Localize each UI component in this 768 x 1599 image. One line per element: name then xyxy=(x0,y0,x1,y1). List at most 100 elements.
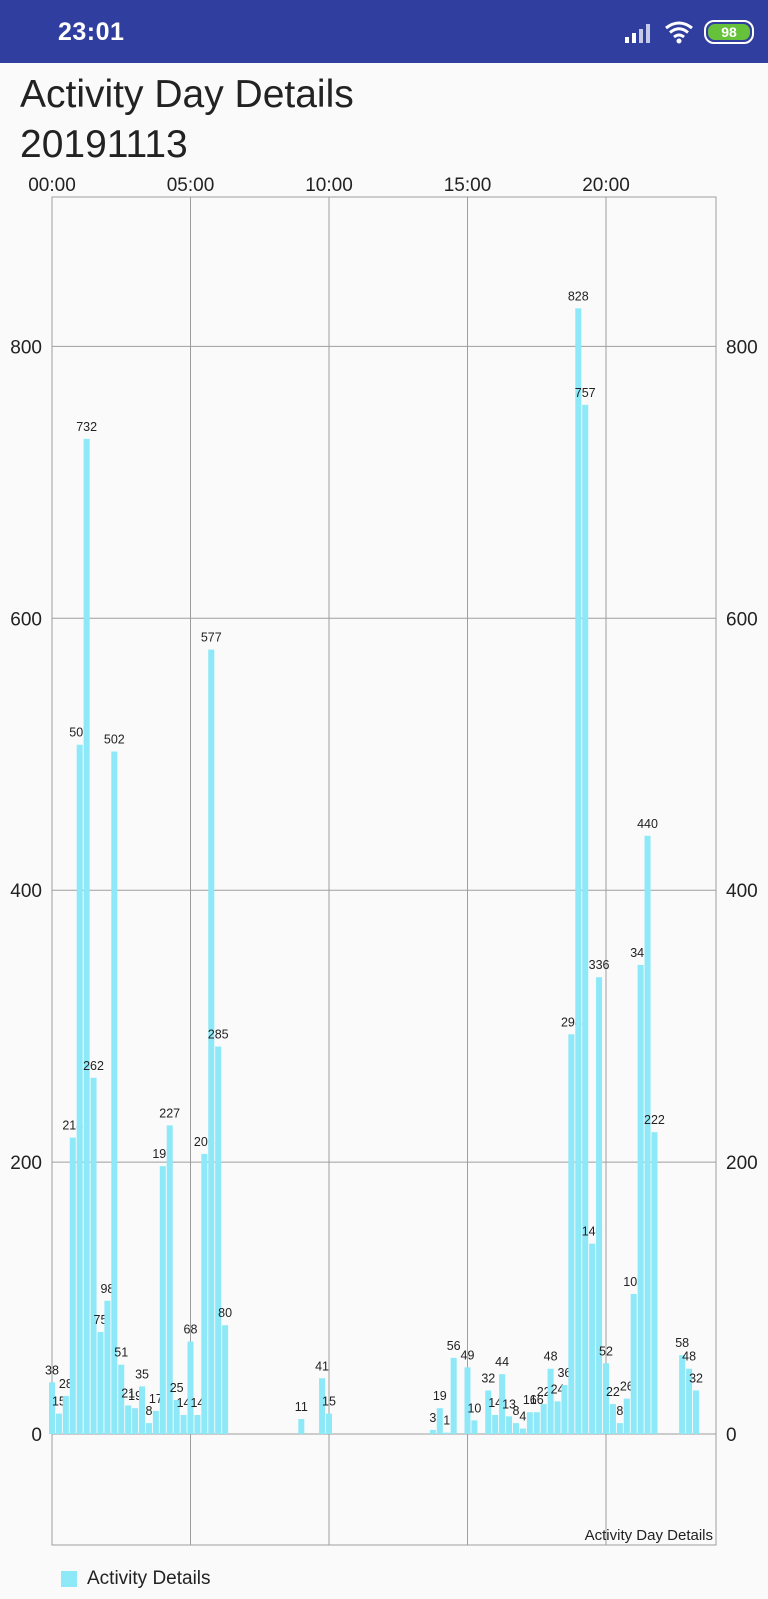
bar-value-label: 24 xyxy=(551,1382,565,1396)
bar-value-label: 36 xyxy=(557,1366,571,1380)
bar-value-label: 13 xyxy=(502,1397,516,1411)
bar xyxy=(623,1398,630,1434)
bar-value-label: 222 xyxy=(644,1113,665,1127)
y-tick-label-left: 600 xyxy=(10,609,42,630)
bar xyxy=(62,1395,69,1434)
bar-value-label: 16 xyxy=(530,1393,544,1407)
bar-value-label: 336 xyxy=(589,958,610,972)
legend-swatch xyxy=(61,1571,77,1587)
y-tick-label-right: 600 xyxy=(726,609,758,630)
bar-value-label: 38 xyxy=(45,1363,59,1377)
bar xyxy=(506,1416,513,1434)
legend-label: Activity Details xyxy=(87,1568,211,1589)
bar-value-label: 22 xyxy=(537,1385,551,1399)
chart-legend: Activity Details xyxy=(61,1568,211,1590)
bar xyxy=(540,1404,547,1434)
x-tick-label: 00:00 xyxy=(28,175,76,196)
bar-value-label: 8 xyxy=(616,1404,623,1418)
bar xyxy=(49,1382,55,1434)
bar xyxy=(298,1419,305,1434)
bar xyxy=(111,751,118,1434)
bar xyxy=(568,1034,575,1434)
bar-value-label: 502 xyxy=(104,733,125,747)
bar xyxy=(55,1413,62,1434)
plot-frame xyxy=(51,196,717,1546)
bar-value-label: 56 xyxy=(447,1339,461,1353)
bar-value-label: 14 xyxy=(488,1396,502,1410)
bar-value-label: 41 xyxy=(315,1359,329,1373)
bar xyxy=(561,1385,568,1434)
bar xyxy=(519,1428,526,1434)
bar-value-label: 98 xyxy=(100,1282,114,1296)
bar xyxy=(450,1357,457,1434)
bar-value-label: 58 xyxy=(675,1336,689,1350)
bar-value-label: 14 xyxy=(177,1396,191,1410)
bar xyxy=(145,1423,152,1434)
bar-value-label: 732 xyxy=(76,420,97,434)
activity-bar-chart: 00:00 05:00 10:00 15:00 20:00 0 0 200 200 400 400 6… xyxy=(10,175,758,1546)
bar-value-label: 35 xyxy=(135,1367,149,1381)
status-bar: 23:01 98 xyxy=(0,0,768,63)
bar xyxy=(547,1368,554,1434)
bar xyxy=(651,1132,658,1434)
bar xyxy=(118,1364,125,1434)
bar xyxy=(644,835,651,1434)
bar-value-label: 22 xyxy=(606,1385,620,1399)
bar-value-label: 19 xyxy=(128,1389,142,1403)
bar xyxy=(180,1414,187,1434)
bar xyxy=(215,1046,222,1434)
bar xyxy=(596,977,603,1434)
bar xyxy=(104,1300,111,1434)
x-tick-label: 05:00 xyxy=(167,175,215,196)
bar-value-label: 577 xyxy=(201,631,222,645)
y-tick-label-right: 0 xyxy=(726,1425,737,1446)
bar xyxy=(436,1408,443,1434)
bar-value-label: 28 xyxy=(59,1377,73,1391)
bar xyxy=(686,1368,693,1434)
bar-value-label: 1 xyxy=(443,1414,450,1428)
page-date: 20191113 xyxy=(20,123,188,166)
bar-value-label: 68 xyxy=(184,1323,198,1337)
y-tick-label-right: 800 xyxy=(726,337,758,358)
bar xyxy=(485,1390,492,1434)
bar xyxy=(194,1414,201,1434)
bar xyxy=(589,1243,596,1434)
page-title: Activity Day Details xyxy=(20,73,354,116)
bar xyxy=(90,1077,97,1434)
bar xyxy=(76,744,83,1434)
status-time: 23:01 xyxy=(58,18,125,46)
bar xyxy=(492,1414,499,1434)
x-tick-label: 20:00 xyxy=(582,175,630,196)
bar-value-label: 8 xyxy=(145,1404,152,1418)
bar xyxy=(464,1367,471,1434)
bar-value-label: 15 xyxy=(52,1395,66,1409)
bar xyxy=(166,1125,173,1434)
y-tick-label-left: 200 xyxy=(10,1153,42,1174)
bar xyxy=(679,1355,686,1434)
bar xyxy=(693,1390,700,1434)
battery-icon: 98 xyxy=(704,20,754,44)
y-tick-label-left: 0 xyxy=(31,1425,42,1446)
bar-value-label: 17 xyxy=(149,1392,163,1406)
bar xyxy=(159,1166,166,1434)
bar-value-label: 14 xyxy=(190,1396,204,1410)
y-tick-label-left: 400 xyxy=(10,881,42,902)
bar xyxy=(554,1401,561,1434)
bar xyxy=(152,1410,159,1434)
bar xyxy=(429,1429,436,1434)
bar-value-label: 80 xyxy=(218,1306,232,1320)
bar xyxy=(630,1293,637,1434)
bar-value-label: 49 xyxy=(461,1348,475,1362)
bar xyxy=(326,1413,332,1434)
bar-value-label: 51 xyxy=(114,1346,128,1360)
battery-level: 98 xyxy=(721,24,737,40)
bar xyxy=(471,1420,478,1434)
x-tick-label: 15:00 xyxy=(444,175,492,196)
bar-value-label: 8 xyxy=(512,1404,519,1418)
bar xyxy=(201,1153,208,1434)
bar xyxy=(575,308,582,1434)
bar-value-label: 25 xyxy=(170,1381,184,1395)
bar xyxy=(132,1408,139,1434)
bar xyxy=(533,1412,540,1434)
bar-value-label: 10 xyxy=(467,1401,481,1415)
